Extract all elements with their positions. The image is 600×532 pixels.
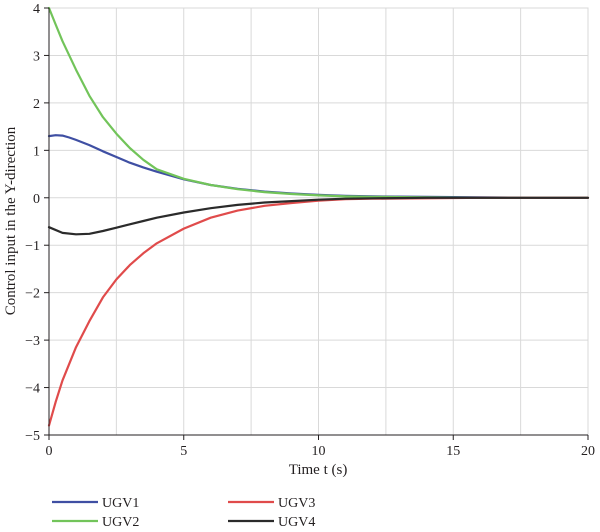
x-tick-label: 5 xyxy=(180,444,187,459)
y-tick-label: 3 xyxy=(33,49,40,64)
x-tick-label: 0 xyxy=(46,444,53,459)
legend: UGV1 UGV2 UGV3 UGV4 xyxy=(52,496,315,530)
x-tick-label: 15 xyxy=(446,444,460,459)
legend-label-ugv2: UGV2 xyxy=(102,515,139,530)
legend-label-ugv4: UGV4 xyxy=(278,515,315,530)
y-tick-label: −5 xyxy=(25,429,40,444)
y-tick-label: 1 xyxy=(33,144,40,159)
series-layer xyxy=(47,6,590,427)
y-tick-label: −2 xyxy=(25,287,40,302)
x-tick-label: 10 xyxy=(312,444,326,459)
x-axis-label: Time t (s) xyxy=(289,462,348,478)
legend-label-ugv3: UGV3 xyxy=(278,496,315,511)
grid-layer xyxy=(49,8,588,435)
legend-label-ugv1: UGV1 xyxy=(102,496,139,511)
y-axis-label: Control input in the Y-direction xyxy=(3,126,19,315)
y-tick-label: −1 xyxy=(25,239,40,254)
y-tick-label: 0 xyxy=(33,192,40,207)
y-tick-label: 2 xyxy=(33,97,40,112)
x-tick-label: 20 xyxy=(581,444,595,459)
y-tick-label: −4 xyxy=(25,382,40,397)
y-tick-label: 4 xyxy=(33,2,40,17)
y-tick-label: −3 xyxy=(25,334,40,349)
series-line-ugv4 xyxy=(47,196,590,236)
